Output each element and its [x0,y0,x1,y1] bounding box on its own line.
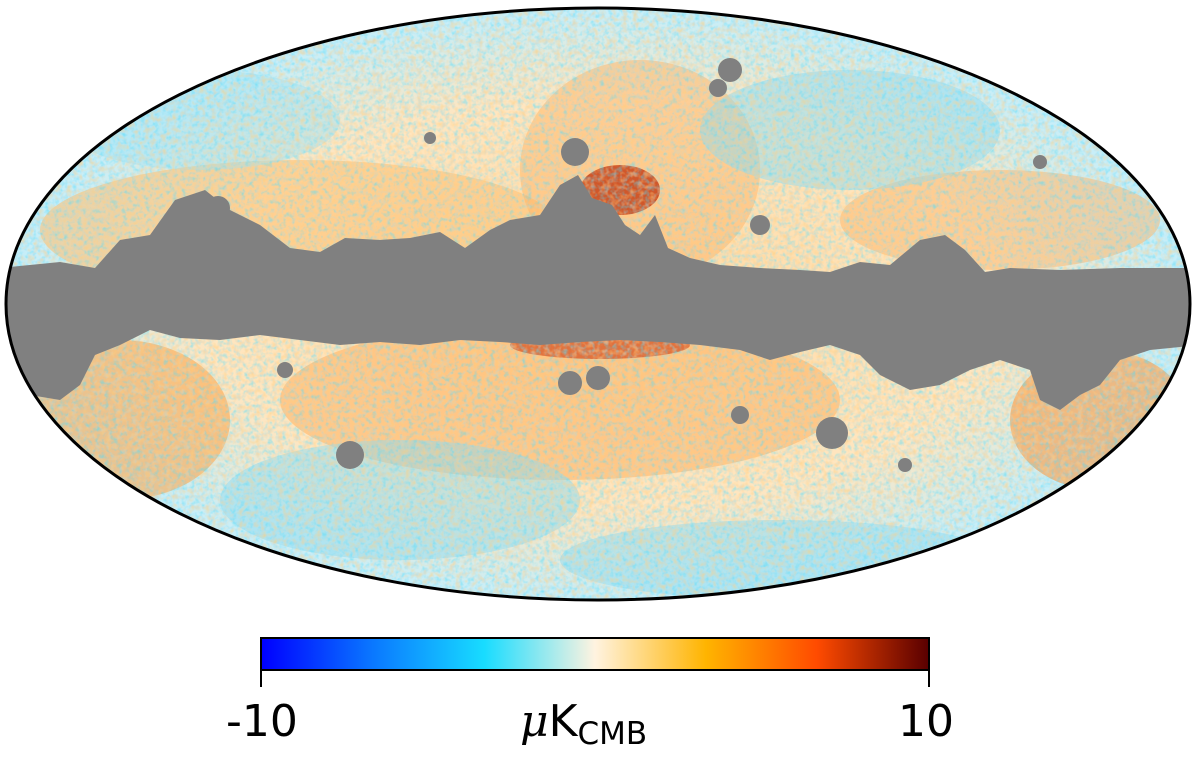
colorbar-unit-label: μKCMB [520,700,647,750]
colorbar [260,637,930,671]
unit-main: K [548,696,578,747]
sky-map-field [6,8,1190,600]
unit-subscript: CMB [577,716,648,752]
galactic-mask [6,175,1190,410]
sky-map [4,6,1192,602]
colorbar-tick-min [260,671,262,687]
unit-prefix: μ [520,696,549,747]
colorbar-max-label: 10 [898,696,954,747]
colorbar-tick-max [928,671,930,687]
colorbar-min-label: -10 [226,696,298,747]
map-outline [4,6,1192,602]
